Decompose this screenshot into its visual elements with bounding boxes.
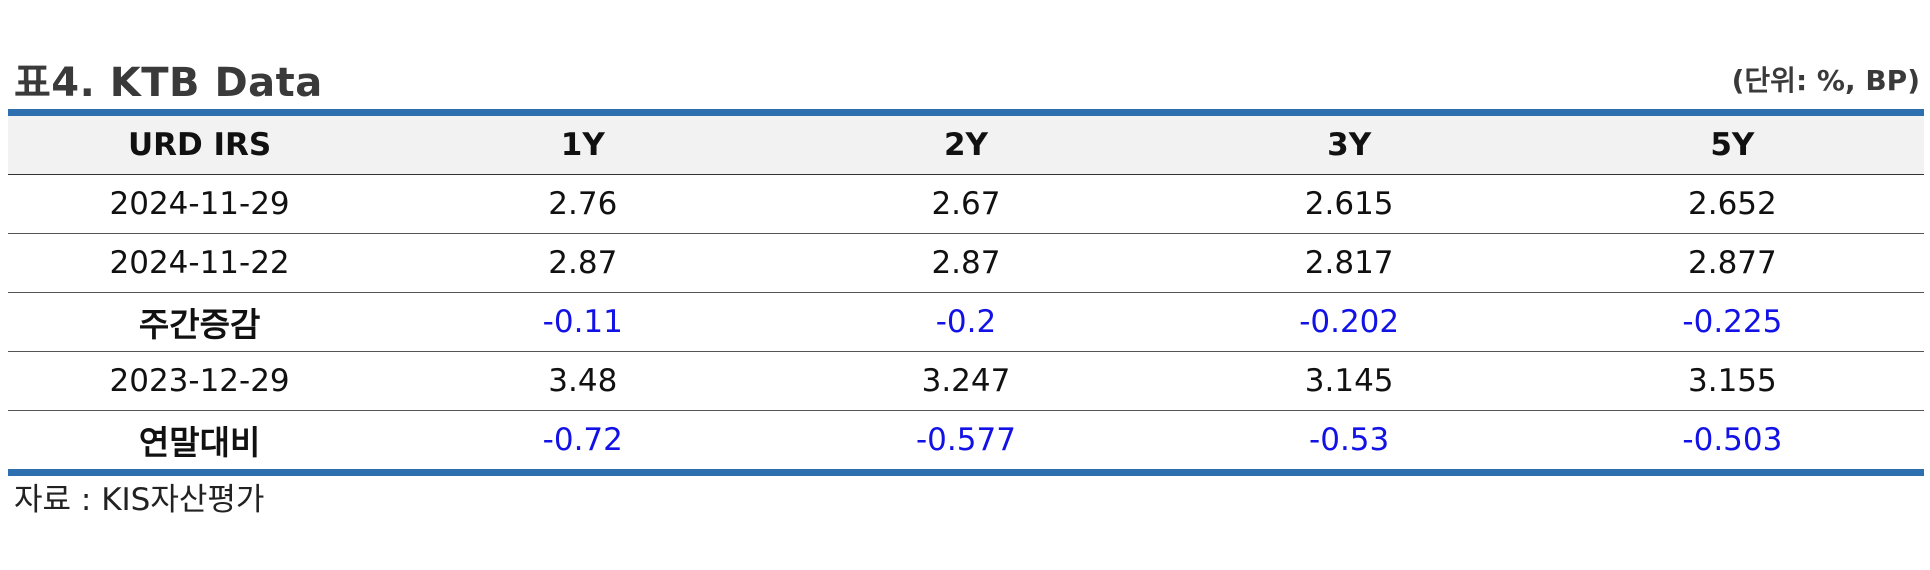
table-cell: 3.247 xyxy=(774,351,1158,411)
table-row: 2023-12-29 3.48 3.247 3.145 3.155 xyxy=(8,351,1924,411)
table-cell: 2.652 xyxy=(1540,174,1924,234)
row-label: 2024-11-22 xyxy=(8,233,392,293)
table-title: 표4. KTB Data xyxy=(14,60,323,106)
table-cell-negative: -0.225 xyxy=(1540,292,1924,352)
table-cell: 3.155 xyxy=(1540,351,1924,411)
table-cell: 2.87 xyxy=(391,233,775,293)
table-cell-negative: -0.11 xyxy=(391,292,775,352)
table-cell-negative: -0.72 xyxy=(542,422,623,458)
table-cell-negative: -0.202 xyxy=(1157,292,1541,352)
data-table-container: URD IRS 1Y 2Y 3Y 5Y 2024-11-29 2.76 2.67… xyxy=(8,109,1924,476)
table-cell: 2.877 xyxy=(1540,233,1924,293)
table-row: 2024-11-22 2.87 2.87 2.817 2.877 xyxy=(8,233,1924,293)
table-cell-negative: -0.53 xyxy=(1309,422,1390,458)
table-cell: 2.76 xyxy=(391,174,775,234)
unit-label: (단위: %, BP) xyxy=(1731,64,1920,97)
row-label-ytd-change: 연말대비 xyxy=(138,423,261,462)
source-note: 자료 : KIS자산평가 xyxy=(14,482,265,518)
table-row: 2024-11-29 2.76 2.67 2.615 2.652 xyxy=(8,174,1924,234)
top-rule xyxy=(8,109,1924,116)
column-header-5y: 5Y xyxy=(1540,116,1924,175)
column-header-urd-irs: URD IRS xyxy=(8,116,392,175)
ktb-data-table: URD IRS 1Y 2Y 3Y 5Y 2024-11-29 2.76 2.67… xyxy=(8,116,1924,469)
table-cell: 2.87 xyxy=(774,233,1158,293)
table-cell: 2.615 xyxy=(1157,174,1541,234)
column-header-1y: 1Y xyxy=(391,116,775,175)
table-cell: 3.48 xyxy=(391,351,775,411)
column-header-3y: 3Y xyxy=(1157,116,1541,175)
table-cell-negative: -0.503 xyxy=(1682,422,1783,458)
table-cell: 3.145 xyxy=(1157,351,1541,411)
header-row: URD IRS 1Y 2Y 3Y 5Y xyxy=(8,116,1924,175)
table-row: 주간증감 -0.11 -0.2 -0.202 -0.225 xyxy=(8,292,1924,352)
table-row: 연말대비 -0.72 -0.577 -0.53 -0.503 xyxy=(8,411,1924,470)
row-label: 2023-12-29 xyxy=(8,351,392,411)
table-cell-negative: -0.577 xyxy=(916,422,1016,458)
row-label-weekly-change: 주간증감 xyxy=(8,292,392,352)
bottom-rule xyxy=(8,469,1924,476)
title-row: 표4. KTB Data (단위: %, BP) xyxy=(14,52,1920,106)
row-label: 2024-11-29 xyxy=(8,174,392,234)
table-cell-negative: -0.2 xyxy=(774,292,1158,352)
table-cell: 2.817 xyxy=(1157,233,1541,293)
table-cell: 2.67 xyxy=(774,174,1158,234)
column-header-2y: 2Y xyxy=(774,116,1158,175)
